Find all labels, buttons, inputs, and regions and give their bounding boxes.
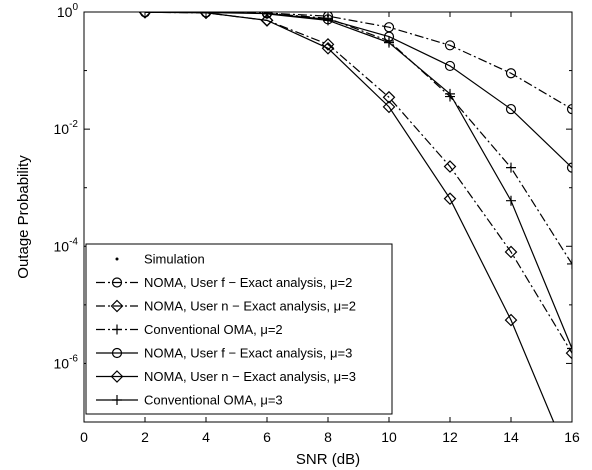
legend-item-5: NOMA, User f − Exact analysis, μ=3 xyxy=(96,346,352,361)
legend-marker-2 xyxy=(111,277,123,288)
x-tick-label-6: 10 xyxy=(381,429,397,445)
data-point-1-7 xyxy=(505,68,517,79)
data-point-2-5 xyxy=(382,90,396,104)
legend-label-5: NOMA, User f − Exact analysis, μ=3 xyxy=(144,346,352,361)
data-point-6-6 xyxy=(567,343,572,354)
legend-label-7: Conventional OMA, μ=3 xyxy=(144,393,283,408)
data-point-1-6 xyxy=(444,40,456,51)
legend-label-3: NOMA, User n − Exact analysis, μ=2 xyxy=(144,299,356,314)
legend-marker-4 xyxy=(112,324,122,335)
legend-label-2: NOMA, User f − Exact analysis, μ=2 xyxy=(144,275,352,290)
series-line-3 xyxy=(266,12,572,265)
x-tick-label-4: 6 xyxy=(263,429,271,445)
data-point-4-8 xyxy=(566,162,572,173)
data-point-2-8 xyxy=(565,346,572,360)
y-tick-label-4: 10-6 xyxy=(54,353,79,371)
x-axis-label: SNR (dB) xyxy=(296,451,360,468)
y-axis-label: Outage Probability xyxy=(15,155,32,279)
legend-item-6: NOMA, User n − Exact analysis, μ=3 xyxy=(96,369,356,384)
data-point-5-2 xyxy=(199,12,213,20)
y-tick-label-3: 10-4 xyxy=(54,236,79,254)
legend-marker-3 xyxy=(110,299,124,313)
y-tick-label-2: 10-2 xyxy=(54,119,79,137)
series-5 xyxy=(138,12,555,422)
data-point-5-5 xyxy=(382,100,396,114)
data-point-4-7 xyxy=(505,103,517,115)
data-point-5-3 xyxy=(260,14,274,27)
data-point-1-8 xyxy=(566,103,572,115)
y-tick-label-1: 100 xyxy=(57,2,79,20)
legend-marker-1 xyxy=(115,257,119,261)
legend-label-1: Simulation xyxy=(144,252,205,267)
legend-label-6: NOMA, User n − Exact analysis, μ=3 xyxy=(144,369,356,384)
legend-item-1: Simulation xyxy=(115,252,205,267)
x-tick-label-9: 16 xyxy=(564,429,580,445)
data-point-5-1 xyxy=(138,12,152,19)
legend-item-3: NOMA, User n − Exact analysis, μ=2 xyxy=(96,299,356,314)
x-tick-label-7: 12 xyxy=(442,429,458,445)
legend-item-2: NOMA, User f − Exact analysis, μ=2 xyxy=(96,275,352,290)
x-tick-label-2: 2 xyxy=(141,429,149,445)
data-point-5-7 xyxy=(504,313,518,327)
axes-group: 0 2 4 6 8 10 12 14 16 100 10-2 10-4 10-6 xyxy=(54,2,580,445)
data-point-2-7 xyxy=(504,245,518,259)
x-tick-label-5: 8 xyxy=(324,429,332,445)
legend-marker-7 xyxy=(112,395,122,405)
legend-marker-5 xyxy=(111,347,123,359)
x-tick-label-8: 14 xyxy=(503,429,519,445)
data-point-4-6 xyxy=(444,60,456,72)
data-point-5-6 xyxy=(443,192,457,206)
data-point-6-3 xyxy=(384,37,394,48)
legend-marker-6 xyxy=(110,370,124,383)
legend: Simulation NOMA, User f − Exact analysis,… xyxy=(85,243,393,415)
series-line-4 xyxy=(144,12,572,169)
plot-series-group xyxy=(138,12,572,422)
data-point-2-4 xyxy=(321,38,335,51)
x-tick-label-3: 4 xyxy=(202,429,210,445)
series-6 xyxy=(262,12,572,354)
data-point-6-4 xyxy=(445,88,455,99)
data-point-6-2 xyxy=(323,15,333,26)
x-tick-label-1: 0 xyxy=(80,429,88,445)
legend-item-7: Conventional OMA, μ=3 xyxy=(96,393,283,408)
legend-label-4: Conventional OMA, μ=2 xyxy=(144,322,283,337)
data-point-6-5 xyxy=(506,195,516,206)
data-point-3-5 xyxy=(506,162,516,173)
legend-item-4: Conventional OMA, μ=2 xyxy=(96,322,283,337)
series-line-6 xyxy=(266,13,572,349)
data-point-3-6 xyxy=(567,258,572,269)
data-point-2-6 xyxy=(443,160,457,173)
series-line-5 xyxy=(144,12,555,422)
data-point-5-4 xyxy=(321,41,335,55)
